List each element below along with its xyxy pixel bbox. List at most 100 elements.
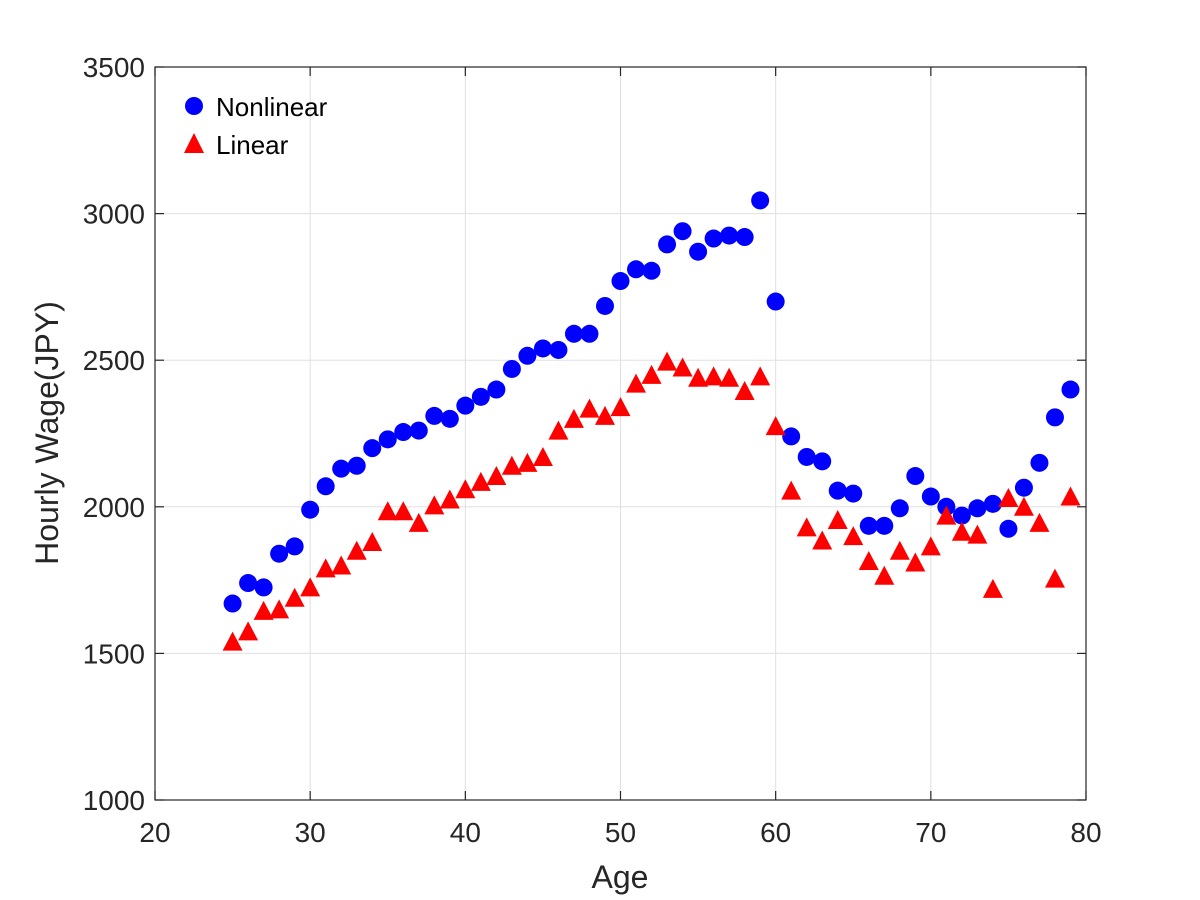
linear-point	[455, 479, 476, 499]
legend-circle-marker	[185, 97, 203, 115]
nonlinear-point	[673, 222, 692, 241]
nonlinear-point	[890, 499, 909, 518]
nonlinear-point	[301, 500, 320, 519]
linear-point	[393, 501, 414, 521]
linear-point	[920, 536, 941, 556]
nonlinear-point	[704, 229, 723, 248]
legend-triangle-marker	[184, 133, 204, 153]
nonlinear-point	[549, 340, 568, 359]
nonlinear-point	[564, 324, 583, 343]
nonlinear-point	[983, 494, 1002, 513]
nonlinear-point	[828, 481, 847, 500]
linear-point	[781, 480, 802, 500]
linear-point	[470, 471, 491, 491]
nonlinear-point	[440, 409, 459, 428]
linear-point	[703, 366, 724, 386]
nonlinear-point	[363, 439, 382, 458]
linear-point	[688, 367, 709, 387]
linear-point	[641, 364, 662, 384]
x-tick-label: 30	[295, 817, 326, 848]
nonlinear-point	[580, 324, 599, 343]
nonlinear-point	[751, 191, 770, 210]
nonlinear-point	[254, 578, 273, 597]
linear-point	[548, 420, 569, 440]
nonlinear-point	[766, 292, 785, 311]
y-tick-label: 3000	[83, 199, 145, 230]
linear-point	[501, 455, 522, 475]
x-tick-label: 40	[450, 817, 481, 848]
linear-point	[486, 466, 507, 486]
linear-point	[579, 398, 600, 418]
nonlinear-point	[425, 406, 444, 425]
linear-point	[905, 552, 926, 572]
nonlinear-point	[332, 459, 351, 478]
linear-point	[889, 540, 910, 560]
linear-point	[1029, 512, 1050, 532]
nonlinear-point	[797, 447, 816, 466]
nonlinear-point	[316, 477, 335, 496]
nonlinear-point	[347, 456, 366, 475]
x-tick-label: 80	[1070, 817, 1101, 848]
linear-point	[424, 495, 445, 515]
linear-point	[517, 452, 538, 472]
linear-point	[300, 577, 321, 597]
nonlinear-point	[859, 516, 878, 535]
linear-point	[982, 578, 1003, 598]
linear-point	[765, 416, 786, 436]
linear-point	[626, 373, 647, 393]
nonlinear-point	[813, 452, 832, 471]
nonlinear-point	[968, 499, 987, 518]
nonlinear-point	[611, 272, 630, 291]
nonlinear-point	[1061, 380, 1080, 399]
linear-point	[377, 501, 398, 521]
nonlinear-point	[642, 261, 661, 280]
nonlinear-point	[270, 544, 289, 563]
y-tick-label: 2500	[83, 345, 145, 376]
nonlinear-point	[595, 296, 614, 315]
x-axis-label: Age	[592, 859, 649, 895]
y-tick-label: 1000	[83, 785, 145, 816]
linear-point	[827, 509, 848, 529]
legend-label-nonlinear: Nonlinear	[216, 92, 328, 122]
nonlinear-point	[875, 516, 894, 535]
linear-point	[439, 489, 460, 509]
linear-point	[610, 397, 631, 417]
nonlinear-point	[735, 228, 754, 247]
y-axis-label: Hourly Wage(JPY)	[29, 301, 65, 565]
nonlinear-point	[394, 423, 413, 442]
nonlinear-point	[1045, 408, 1064, 427]
linear-point	[812, 530, 833, 550]
linear-point	[1044, 568, 1065, 588]
x-tick-label: 70	[915, 817, 946, 848]
linear-point	[315, 558, 336, 578]
linear-point	[719, 367, 740, 387]
linear-point	[657, 351, 678, 371]
x-tick-label: 60	[760, 817, 791, 848]
nonlinear-point	[921, 487, 940, 506]
legend: Nonlinear Linear	[184, 92, 328, 160]
nonlinear-point	[533, 339, 552, 358]
nonlinear-point	[844, 484, 863, 503]
linear-point	[734, 380, 755, 400]
linear-point	[253, 600, 274, 620]
linear-point	[1060, 486, 1081, 506]
linear-point	[998, 488, 1019, 508]
nonlinear-point	[689, 242, 708, 261]
x-tick-label: 20	[139, 817, 170, 848]
plot-frame	[154, 66, 1087, 801]
nonlinear-point	[1014, 478, 1033, 497]
tick-labels: 20 30 40 50 60 70 80 1000 1500 2000 2500 3000 3500	[83, 52, 1102, 848]
nonlinear-point	[502, 359, 521, 378]
grid-lines	[155, 67, 1086, 800]
linear-point	[594, 405, 615, 425]
nonlinear-point	[999, 519, 1018, 538]
linear-point	[346, 540, 367, 560]
linear-point	[563, 408, 584, 428]
nonlinear-point	[239, 574, 258, 593]
linear-point	[796, 517, 817, 537]
nonlinear-point	[658, 235, 677, 254]
linear-point	[951, 521, 972, 541]
nonlinear-point	[409, 421, 428, 440]
y-tick-label: 1500	[83, 638, 145, 669]
